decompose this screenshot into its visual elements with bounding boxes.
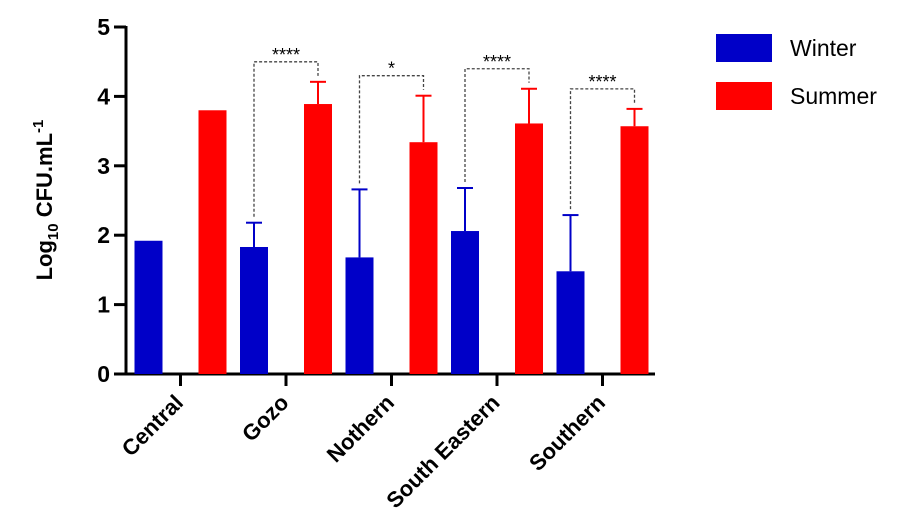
bar-summer xyxy=(198,110,227,374)
y-axis-label-base: Log xyxy=(32,240,57,280)
x-tick-label: Central xyxy=(117,390,188,461)
significance-bracket xyxy=(464,68,530,183)
error-bars xyxy=(246,80,643,272)
significance-label: * xyxy=(388,59,395,79)
svg-text:Log10 CFU.mL-1: Log10 CFU.mL-1 xyxy=(30,120,62,281)
legend: Winter Summer xyxy=(716,34,877,110)
bar-winter xyxy=(240,246,268,374)
y-axis-label: Log10 CFU.mL-1 xyxy=(30,120,62,281)
bar-winter xyxy=(451,231,479,374)
y-tick-label: 1 xyxy=(97,292,110,318)
y-tick-label: 0 xyxy=(97,361,110,387)
significance-brackets: ***** ******** xyxy=(253,45,636,217)
y-tick-label: 5 xyxy=(97,14,110,40)
x-tick-label: Gozo xyxy=(237,390,294,447)
significance-label: **** xyxy=(272,45,300,65)
y-tick-label: 3 xyxy=(97,153,110,179)
y-tick-label: 4 xyxy=(97,83,110,109)
bar-summer xyxy=(304,104,332,374)
y-tick-label: 2 xyxy=(97,222,110,248)
y-axis-label-superscript: -1 xyxy=(30,120,47,133)
y-axis-label-subscript: 10 xyxy=(45,223,62,240)
significance-label: **** xyxy=(483,52,511,72)
x-tick-label: Nothern xyxy=(322,390,399,467)
legend-swatch-winter xyxy=(716,34,772,62)
legend-label-winter: Winter xyxy=(790,35,857,61)
bar-summer xyxy=(515,123,543,374)
bars xyxy=(134,104,649,374)
bar-winter xyxy=(134,240,163,374)
y-axis-label-unit: CFU.mL xyxy=(32,133,57,223)
bar-winter xyxy=(345,257,374,374)
significance-bracket xyxy=(253,61,319,217)
legend-label-summer: Summer xyxy=(790,83,877,109)
bar-winter xyxy=(556,271,585,374)
legend-swatch-summer xyxy=(716,82,772,110)
x-tick-label: Southern xyxy=(524,390,610,476)
bar-summer xyxy=(620,126,649,374)
x-tick-label: South Eastern xyxy=(381,390,504,513)
significance-label: **** xyxy=(588,72,616,92)
significance-bracket xyxy=(569,88,636,210)
bar-summer xyxy=(409,142,438,374)
